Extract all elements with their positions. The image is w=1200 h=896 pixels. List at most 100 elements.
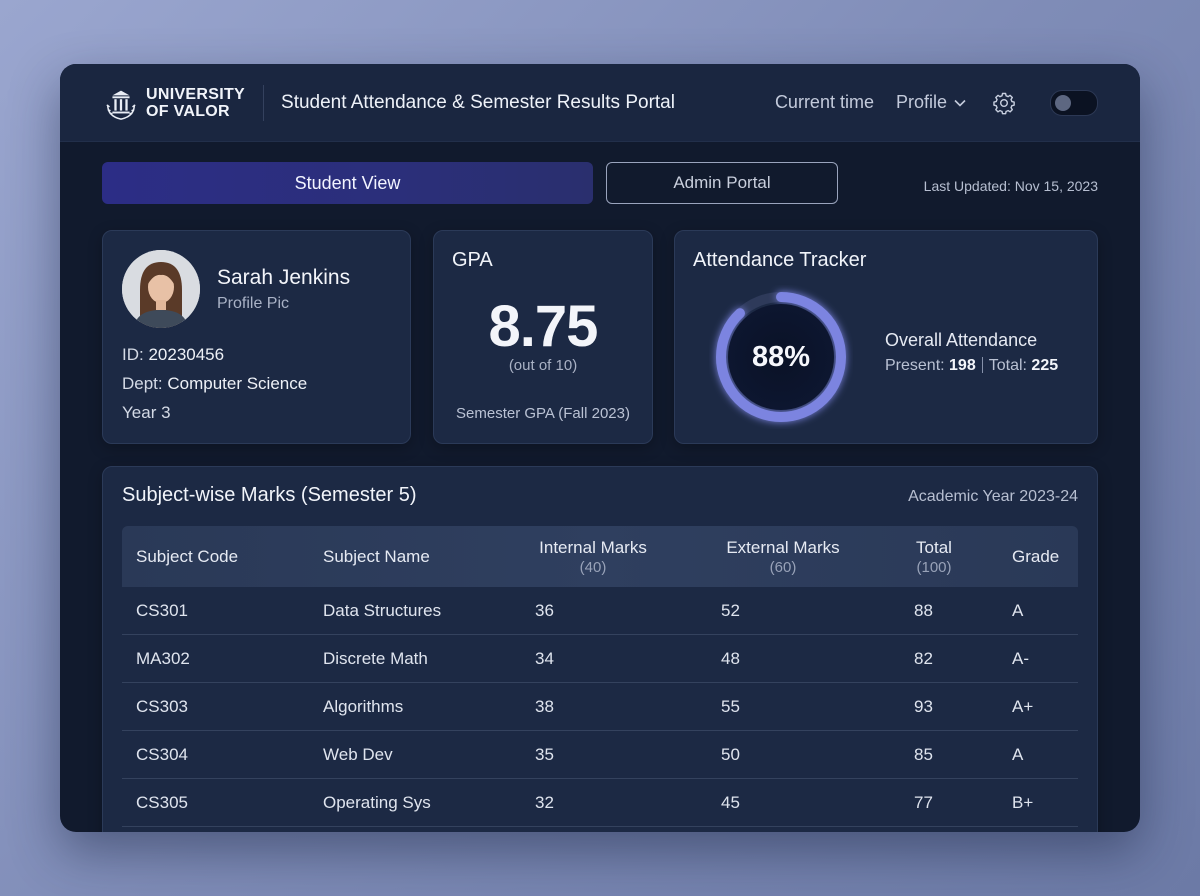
overall-attendance-label: Overall Attendance xyxy=(885,330,1038,350)
cell-internal-marks: 38 xyxy=(535,696,554,716)
cell-subject-code: CS301 xyxy=(136,600,188,620)
tab-student-view[interactable]: Student View xyxy=(102,162,593,204)
profile-menu-label: Profile xyxy=(895,92,947,112)
cell-subject-name: Data Structures xyxy=(323,600,442,620)
table-header: Subject Code Subject Name Internal Marks… xyxy=(122,526,1078,587)
student-id-value: 20230456 xyxy=(148,345,225,364)
col-subject-code: Subject Code xyxy=(136,526,238,587)
avatar xyxy=(122,250,200,328)
col-label: Total xyxy=(916,537,952,557)
theme-toggle[interactable] xyxy=(1050,89,1098,116)
table-row: CS305 Operating Sys 32 45 77 B+ xyxy=(122,779,1078,827)
gpa-card: GPA 8.75 (out of 10) Semester GPA (Fall … xyxy=(433,230,653,444)
gpa-value: 8.75 xyxy=(488,294,599,359)
marks-table: Subject Code Subject Name Internal Marks… xyxy=(122,526,1078,827)
table-row: CS304 Web Dev 35 50 85 A xyxy=(122,731,1078,779)
cell-internal-marks: 34 xyxy=(535,648,554,668)
cell-grade: B+ xyxy=(1012,792,1034,812)
cell-subject-name: Web Dev xyxy=(323,744,393,764)
student-id-label: ID: xyxy=(122,345,149,364)
col-label: Subject Name xyxy=(323,546,430,566)
gpa-title: GPA xyxy=(452,249,493,271)
cell-subject-name: Discrete Math xyxy=(323,648,428,668)
attendance-ring-progress xyxy=(716,292,846,422)
student-dept: Dept: Computer Science xyxy=(122,374,307,394)
col-total: Total (100) xyxy=(912,526,956,587)
toggle-knob xyxy=(1055,94,1071,111)
portal-window: UNIVERSITY OF VALOR Student Attendance &… xyxy=(60,64,1140,832)
attendance-percent: 88% xyxy=(751,340,811,373)
cell-subject-name: Algorithms xyxy=(323,696,404,716)
col-label: Subject Code xyxy=(136,546,239,566)
cell-external-marks: 55 xyxy=(721,696,740,716)
view-tabs: Student View Admin Portal Last Updated: … xyxy=(102,162,1098,204)
last-updated-text: Last Updated: Nov 15, 2023 xyxy=(923,178,1098,194)
academic-year: Academic Year 2023-24 xyxy=(908,488,1078,505)
col-subject-name: Subject Name xyxy=(323,526,430,587)
attendance-ring xyxy=(716,292,846,422)
app-title: Student Attendance & Semester Results Po… xyxy=(281,91,675,113)
top-bar: UNIVERSITY OF VALOR Student Attendance &… xyxy=(60,64,1140,142)
col-sublabel: (100) xyxy=(916,558,952,576)
marks-title: Subject-wise Marks (Semester 5) xyxy=(122,484,417,506)
col-external-marks: External Marks (60) xyxy=(720,526,846,587)
cell-total: 85 xyxy=(914,744,933,764)
counts-divider xyxy=(981,357,983,373)
gear-icon[interactable] xyxy=(992,91,1016,115)
cell-external-marks: 45 xyxy=(721,792,740,812)
header-divider xyxy=(263,84,265,121)
cell-total: 93 xyxy=(914,696,933,716)
profile-menu[interactable]: Profile xyxy=(896,92,966,113)
cell-internal-marks: 32 xyxy=(535,792,554,812)
cell-subject-code: MA302 xyxy=(136,648,190,668)
total-value: 225 xyxy=(1031,357,1059,374)
col-sublabel: (40) xyxy=(579,558,607,576)
col-label: Internal Marks xyxy=(539,537,647,557)
gpa-semester: Semester GPA (Fall 2023) xyxy=(456,405,630,422)
cell-total: 77 xyxy=(914,792,933,812)
student-id: ID: 20230456 xyxy=(122,345,224,365)
col-label: Grade xyxy=(1012,546,1060,566)
logo-text: UNIVERSITY OF VALOR xyxy=(146,86,245,120)
university-logo[interactable]: UNIVERSITY OF VALOR xyxy=(102,84,245,122)
cell-external-marks: 50 xyxy=(721,744,740,764)
cell-total: 88 xyxy=(914,600,933,620)
attendance-counts: Present: 198 Total: 225 xyxy=(885,357,1058,375)
col-internal-marks: Internal Marks (40) xyxy=(534,526,652,587)
chevron-down-icon xyxy=(954,99,966,107)
cell-subject-code: CS304 xyxy=(136,744,188,764)
total-label: Total: xyxy=(988,357,1032,374)
col-grade: Grade xyxy=(1012,526,1059,587)
cell-internal-marks: 35 xyxy=(535,744,554,764)
student-dept-label: Dept: xyxy=(122,374,168,393)
logo-line-2: OF VALOR xyxy=(146,102,230,120)
cell-external-marks: 52 xyxy=(721,600,740,620)
student-name: Sarah Jenkins xyxy=(217,266,351,289)
gpa-scale: (out of 10) xyxy=(508,357,578,374)
col-sublabel: (60) xyxy=(769,558,797,576)
cell-grade: A xyxy=(1012,600,1024,620)
university-crest-icon xyxy=(106,90,136,120)
cell-subject-name: Operating Sys xyxy=(323,792,431,812)
table-row: CS303 Algorithms 38 55 93 A+ xyxy=(122,683,1078,731)
present-value: 198 xyxy=(949,357,976,374)
col-label: External Marks xyxy=(726,537,840,557)
student-year: Year 3 xyxy=(122,403,171,422)
present-label: Present: xyxy=(885,357,950,374)
table-row: CS301 Data Structures 36 52 88 A xyxy=(122,587,1078,635)
logo-line-1: UNIVERSITY xyxy=(146,85,246,103)
table-row: MA302 Discrete Math 34 48 82 A- xyxy=(122,635,1078,683)
cell-grade: A- xyxy=(1012,648,1029,668)
cell-grade: A+ xyxy=(1012,696,1034,716)
cell-subject-code: CS303 xyxy=(136,696,188,716)
current-time-link[interactable]: Current time xyxy=(774,92,874,112)
tab-admin-portal[interactable]: Admin Portal xyxy=(606,162,838,204)
cell-grade: A xyxy=(1012,744,1024,764)
profile-card: Sarah Jenkins Profile Pic ID: 20230456 D… xyxy=(102,230,411,444)
cell-subject-code: CS305 xyxy=(136,792,188,812)
attendance-card: Attendance Tracker 88% Overall Attendanc… xyxy=(674,230,1098,444)
profile-photo-icon xyxy=(122,250,200,328)
attendance-title: Attendance Tracker xyxy=(693,249,867,271)
student-dept-value: Computer Science xyxy=(167,374,308,393)
cell-internal-marks: 36 xyxy=(535,600,554,620)
